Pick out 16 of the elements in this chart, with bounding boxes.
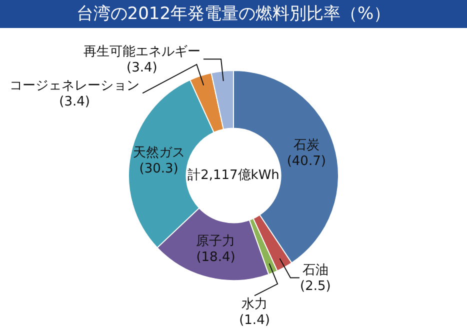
data-label: (40.7) [286,154,326,169]
data-label: (3.4) [126,60,158,76]
slice-label: 原子力 [196,234,236,249]
slice-label: 水力 [242,297,268,312]
slice-label: 石油 [302,263,328,278]
chart-title: 台湾の2012年発電量の燃料別比率（%） [0,0,467,28]
data-label: (3.4) [59,94,90,110]
slice-label: 再生可能エネルギー [83,44,200,60]
data-label: (30.3) [139,161,178,176]
slice-label: 石炭 [293,138,320,153]
text: 計2,117億kWh [188,168,280,183]
data-label: (2.5) [300,279,331,294]
data-label: (18.4) [196,250,236,265]
slice-label: 天然ガス [132,145,185,160]
slice-label: コージェネレーション [10,78,140,94]
data-label: (1.4) [239,313,270,328]
